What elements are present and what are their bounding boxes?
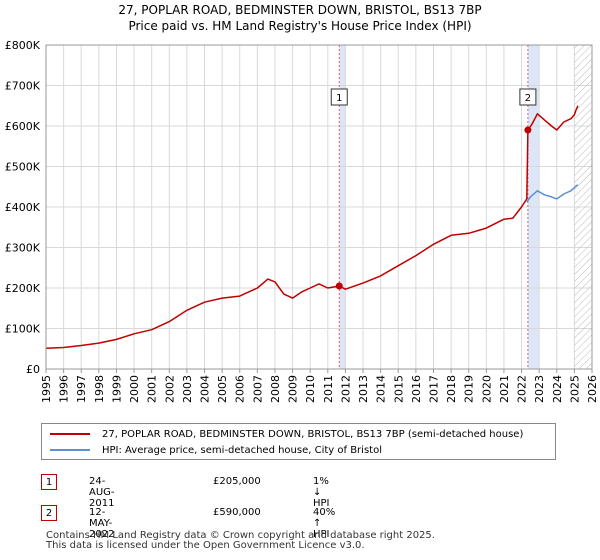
transaction-date-1: 24-AUG-2011 [89, 476, 115, 509]
legend-item-price-paid: 27, POPLAR ROAD, BEDMINSTER DOWN, BRISTO… [50, 426, 523, 442]
x-tick-label: 2000 [128, 375, 141, 403]
chart-subtitle: Price paid vs. HM Land Registry's House … [128, 19, 472, 33]
y-tick-label: £500K [5, 161, 41, 174]
x-tick-label: 2016 [410, 375, 423, 403]
price-chart: £0 £100K £200K £300K £400K £500K £600K £700K £80… [5, 39, 599, 403]
x-tick-label: 2006 [234, 375, 247, 403]
transaction-price-1: £205,000 [213, 476, 261, 487]
x-tick-label: 2025 [568, 375, 581, 403]
x-tick-label: 2014 [375, 375, 388, 403]
sale-label-2: 2 [525, 93, 531, 104]
y-tick-label: £400K [5, 201, 41, 214]
future-hatch [574, 45, 592, 369]
x-tick-label: 2009 [287, 375, 300, 403]
legend-label-hpi: HPI: Average price, semi-detached house,… [102, 444, 382, 456]
x-tick-label: 2011 [322, 375, 335, 403]
x-tick-label: 2010 [304, 375, 317, 403]
legend-item-hpi: HPI: Average price, semi-detached house,… [50, 442, 382, 458]
x-tick-label: 2015 [392, 375, 405, 403]
y-tick-label: £0 [26, 363, 40, 376]
legend-swatch-price-paid [50, 433, 90, 435]
plot-frame [45, 44, 593, 370]
x-tick-label: 2022 [516, 375, 529, 403]
transaction-marker-1: 1 [41, 474, 57, 490]
x-tick-label: 2008 [269, 375, 282, 403]
x-tick-label: 2003 [181, 375, 194, 403]
transaction-date-2: 12-MAY-2022 [89, 507, 115, 540]
x-tick-label: 2019 [463, 375, 476, 403]
y-tick-label: £100K [5, 323, 41, 336]
x-tick-label: 2004 [199, 375, 212, 403]
x-tick-label: 2012 [339, 375, 352, 403]
x-tick-label: 2001 [146, 375, 159, 403]
x-tick-label: 2013 [357, 375, 370, 403]
x-tick-label: 2023 [533, 375, 546, 403]
x-tick-label: 1996 [58, 375, 71, 403]
chart-title: 27, POPLAR ROAD, BEDMINSTER DOWN, BRISTO… [118, 3, 482, 17]
y-tick-label: £300K [5, 242, 41, 255]
chart-legend: 27, POPLAR ROAD, BEDMINSTER DOWN, BRISTO… [41, 423, 556, 460]
price-paid-line [45, 105, 579, 350]
footer: Contains HM Land Registry data © Crown c… [46, 531, 435, 551]
x-tick-label: 2018 [445, 375, 458, 403]
transaction-hpi-2: 40% ↑ HPI [313, 507, 336, 540]
y-tick-label: £200K [5, 282, 41, 295]
footer-licence: This data is licensed under the Open Gov… [46, 540, 365, 551]
legend-swatch-hpi [50, 449, 90, 451]
x-tick-label: 1995 [40, 375, 53, 403]
sale-label-box-1 [330, 88, 348, 106]
y-tick-label: £600K [5, 120, 41, 133]
sale-label-box-2 [519, 88, 537, 106]
x-tick-label: 2020 [480, 375, 493, 403]
transaction-hpi-1: 1% ↓ HPI [313, 476, 330, 509]
legend-label-price-paid: 27, POPLAR ROAD, BEDMINSTER DOWN, BRISTO… [102, 428, 524, 440]
x-tick-label: 2026 [586, 375, 599, 403]
hpi-line [526, 184, 579, 203]
y-tick-label: £700K [5, 80, 41, 93]
footer-copyright: Contains HM Land Registry data © Crown c… [46, 530, 435, 541]
x-tick-label: 2024 [551, 375, 564, 403]
x-tick-label: 1998 [93, 375, 106, 403]
y-tick-label: £800K [5, 39, 41, 52]
x-tick-label: 2017 [427, 375, 440, 403]
sale-label-1: 1 [336, 93, 342, 104]
x-tick-label: 2005 [216, 375, 229, 403]
sale-point-1 [335, 282, 343, 290]
sale-point-2 [524, 126, 532, 134]
x-tick-label: 1997 [75, 375, 88, 403]
x-tick-label: 1999 [110, 375, 123, 403]
transaction-marker-2: 2 [41, 505, 57, 521]
x-tick-label: 2021 [498, 375, 511, 403]
x-tick-label: 2007 [251, 375, 264, 403]
transaction-price-2: £590,000 [213, 507, 261, 518]
x-tick-label: 2002 [163, 375, 176, 403]
